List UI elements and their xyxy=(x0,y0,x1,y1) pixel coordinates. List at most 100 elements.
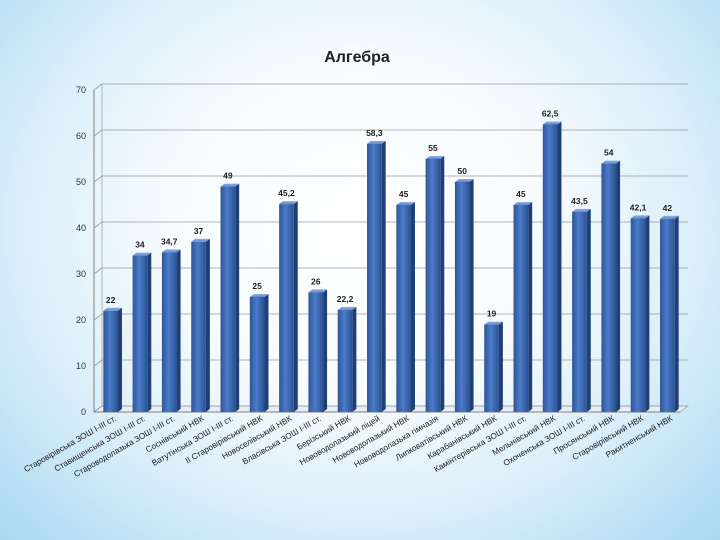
bar-top xyxy=(103,307,122,311)
gridline-depth xyxy=(93,359,103,367)
bar xyxy=(396,205,411,412)
gridline-depth xyxy=(93,175,103,183)
y-tick-label: 30 xyxy=(76,269,86,279)
bar-top xyxy=(279,201,298,205)
bar-top xyxy=(161,249,181,253)
data-label: 34 xyxy=(135,240,145,250)
bar-side xyxy=(616,160,621,412)
gridline-depth xyxy=(93,267,103,275)
gridline-depth xyxy=(93,405,103,413)
bar xyxy=(191,241,206,412)
bar-top xyxy=(572,208,591,212)
bar xyxy=(337,309,353,412)
y-tick-label: 10 xyxy=(76,361,86,371)
bar-side xyxy=(469,179,474,412)
bar-side xyxy=(205,238,210,412)
data-label: 42 xyxy=(663,203,673,213)
gridline-depth xyxy=(93,129,103,137)
bar xyxy=(308,292,324,412)
data-label: 25 xyxy=(252,281,262,291)
y-tick-label: 0 xyxy=(81,407,86,417)
data-label: 42,1 xyxy=(630,202,647,212)
bar xyxy=(601,163,617,412)
bar-top xyxy=(367,140,386,144)
y-tick-label: 50 xyxy=(76,177,86,187)
bar-top xyxy=(132,252,152,256)
bar xyxy=(161,252,177,412)
data-label: 45,2 xyxy=(278,188,295,198)
data-label: 26 xyxy=(311,276,321,286)
bar-side xyxy=(674,215,679,412)
bar-side xyxy=(498,321,503,412)
data-label: 50 xyxy=(458,166,468,176)
bar xyxy=(513,205,529,412)
bar-top xyxy=(191,238,210,242)
bar-top xyxy=(425,156,445,159)
bar-side xyxy=(557,121,562,412)
y-tick-label: 20 xyxy=(76,315,86,325)
data-label: 19 xyxy=(487,309,497,319)
bar-top xyxy=(542,121,562,125)
data-label: 58,3 xyxy=(366,128,383,138)
bar xyxy=(484,324,499,412)
bar-top xyxy=(484,321,503,325)
y-tick-label: 60 xyxy=(76,131,86,141)
data-label: 37 xyxy=(194,226,204,236)
data-label: 54 xyxy=(604,148,614,158)
bar-side xyxy=(528,202,533,412)
bar-top xyxy=(513,202,533,205)
bar-side xyxy=(645,215,650,412)
chart-title: Алгебра xyxy=(324,49,390,66)
bar xyxy=(249,297,265,412)
gridline-depth xyxy=(93,83,103,91)
bar xyxy=(132,255,148,412)
bar xyxy=(454,182,470,412)
bar-top xyxy=(396,202,415,205)
bar-top xyxy=(601,160,621,164)
bar-top xyxy=(337,306,357,310)
bar-side xyxy=(293,201,298,412)
bar-top xyxy=(220,183,240,187)
data-label: 22,2 xyxy=(337,294,354,304)
bar-side xyxy=(117,307,122,412)
bar-side xyxy=(176,249,181,412)
y-tick-label: 40 xyxy=(76,223,86,233)
bar-side xyxy=(352,306,357,412)
bar-side xyxy=(586,208,591,412)
data-label: 55 xyxy=(428,143,438,153)
bar xyxy=(279,204,294,412)
data-label: 43,5 xyxy=(571,196,588,206)
gridline-depth xyxy=(93,221,103,229)
bar-side xyxy=(381,140,386,412)
data-label: 22 xyxy=(106,295,116,305)
chart-floor xyxy=(92,405,690,413)
bar-top xyxy=(630,215,650,219)
bar xyxy=(425,159,441,412)
bar-side xyxy=(264,294,269,412)
bar xyxy=(572,211,587,412)
data-label: 34,7 xyxy=(161,236,178,246)
bar-side xyxy=(235,183,240,412)
data-label: 62,5 xyxy=(542,109,559,119)
bar xyxy=(103,310,118,412)
bar-top xyxy=(249,294,269,297)
bar xyxy=(220,186,236,412)
bar-side xyxy=(410,202,415,412)
bar xyxy=(660,218,675,412)
bar-top xyxy=(454,179,474,182)
data-label: 49 xyxy=(223,171,233,181)
bar xyxy=(630,218,646,412)
bar-top xyxy=(660,215,679,219)
data-label: 45 xyxy=(516,189,526,199)
bar-side xyxy=(323,289,328,412)
y-tick-label: 70 xyxy=(76,85,86,95)
data-label: 45 xyxy=(399,189,409,199)
bar-side xyxy=(147,252,152,412)
bar xyxy=(542,124,558,412)
bar-top xyxy=(308,289,328,293)
gridline-depth xyxy=(93,313,103,321)
bar xyxy=(367,143,382,412)
bar-side xyxy=(440,156,445,412)
